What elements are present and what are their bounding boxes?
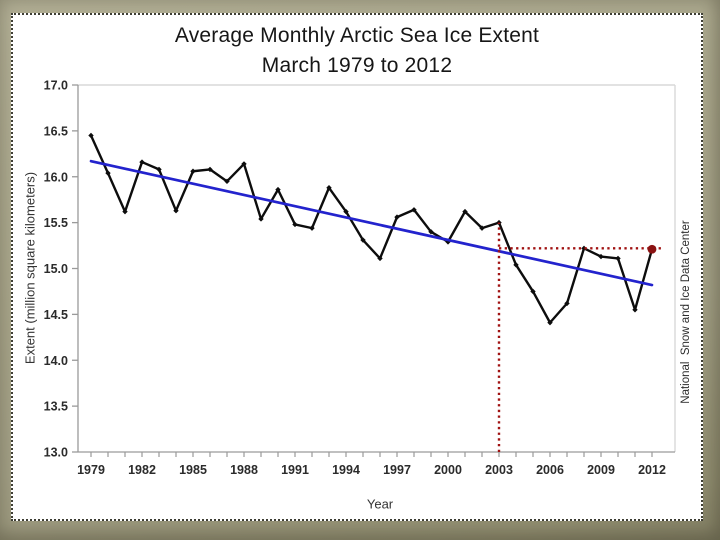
data-point-marker: [343, 208, 349, 215]
data-point-marker: [479, 225, 485, 231]
trend-line: [89, 159, 654, 287]
data-point-marker: [88, 132, 94, 139]
x-tick-label: 2006: [536, 463, 564, 477]
data-point-marker: [598, 253, 604, 260]
y-tick-label: 13.5: [44, 400, 68, 414]
data-point-marker: [105, 170, 111, 176]
chart-title-line2: March 1979 to 2012: [261, 54, 453, 77]
data-point-marker: [411, 207, 417, 213]
x-tick-label: 1985: [179, 463, 207, 477]
y-tick-label: 14.5: [44, 308, 68, 322]
x-tick-label: 2009: [587, 463, 615, 477]
data-point-marker: [309, 225, 315, 231]
data-point-marker: [360, 237, 366, 243]
data-point-marker: [275, 186, 281, 193]
x-axis-title: Year: [366, 496, 394, 512]
data-point-marker: [513, 262, 519, 268]
data-point-marker: [394, 214, 400, 220]
data-point-marker: [207, 166, 213, 173]
data-point-marker: [139, 159, 145, 165]
x-tick-label: 2000: [434, 463, 462, 477]
y-tick-label: 16.0: [44, 170, 68, 184]
data-point-marker: [292, 221, 298, 228]
data-point-marker: [258, 216, 264, 222]
chart-panel: Average Monthly Arctic Sea Ice Extent Ma…: [11, 13, 703, 521]
x-tick-label: 1988: [230, 463, 258, 477]
chart-title-line1: Average Monthly Arctic Sea Ice Extent: [174, 24, 540, 47]
x-tick-label: 2012: [638, 463, 666, 477]
x-tick-label: 1997: [383, 463, 411, 477]
highlighted-point-2012: [647, 244, 657, 254]
data-point-marker: [224, 178, 230, 185]
y-tick-label: 17.0: [44, 79, 68, 93]
y-tick-label: 16.5: [44, 124, 68, 138]
data-point-marker: [581, 245, 587, 252]
data-point-marker: [156, 166, 162, 173]
data-point-marker: [326, 185, 332, 191]
data-point-marker: [615, 255, 621, 262]
data-point-marker: [241, 161, 247, 167]
data-point-marker: [530, 288, 536, 295]
y-tick-label: 13.0: [44, 446, 68, 460]
y-axis-title: Extent (million square kilometers): [22, 171, 38, 365]
data-point-marker: [190, 168, 196, 174]
data-series-line: [89, 134, 654, 324]
x-tick-label: 2003: [485, 463, 513, 477]
x-tick-label: 1982: [128, 463, 156, 477]
data-point-marker: [564, 300, 570, 307]
data-point-marker: [122, 208, 128, 215]
x-tick-label: 1994: [332, 463, 360, 477]
y-tick-label: 14.0: [44, 354, 68, 368]
data-source-credit: National Snow and Ice Data Center: [680, 220, 692, 404]
data-point-marker: [547, 319, 553, 326]
data-point-marker: [428, 229, 434, 235]
x-tick-label: 1979: [77, 463, 105, 477]
y-tick-label: 15.0: [44, 262, 68, 276]
data-point-marker: [377, 255, 383, 262]
y-tick-label: 15.5: [44, 216, 68, 230]
x-tick-label: 1991: [281, 463, 309, 477]
data-point-marker: [173, 207, 179, 214]
data-point-marker: [462, 208, 468, 215]
data-point-marker: [632, 307, 638, 313]
